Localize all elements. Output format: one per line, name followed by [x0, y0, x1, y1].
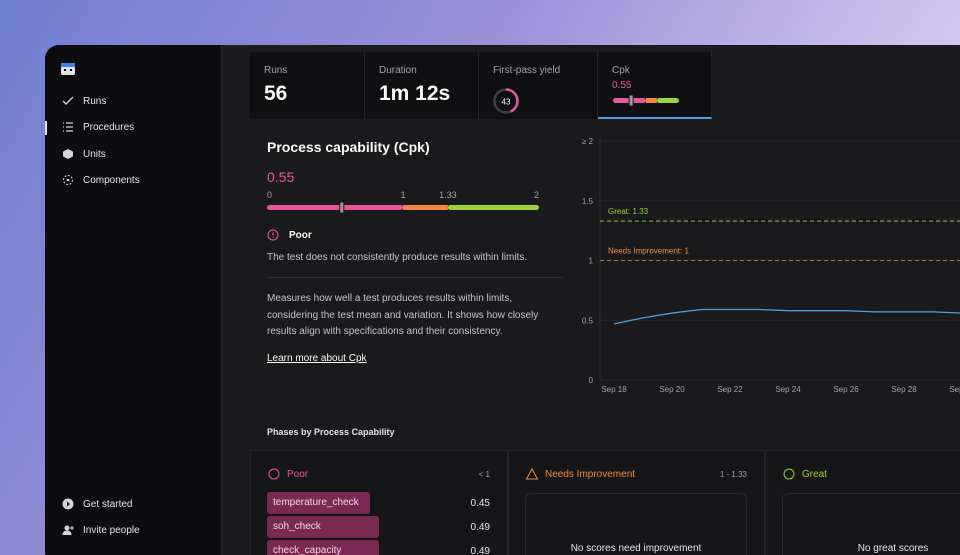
- gauge-marker: [339, 201, 345, 214]
- x-tick-label: Sep 24: [775, 385, 801, 394]
- y-tick-label: 0: [589, 376, 594, 385]
- x-tick-label: Sep 30: [949, 385, 960, 394]
- icon: [62, 498, 74, 510]
- metric-label: Duration: [379, 65, 417, 76]
- metric-label: Runs: [264, 65, 288, 76]
- y-tick-label: 1.5: [582, 197, 594, 206]
- status-icon: [267, 229, 279, 241]
- cpk-value: 0.55: [267, 169, 295, 185]
- icon: [63, 175, 73, 185]
- description: Measures how well a test produces result…: [267, 293, 539, 337]
- phase-icon: [526, 468, 538, 480]
- nav-item[interactable]: Units: [62, 148, 106, 160]
- metric-card[interactable]: Cpk 0.55: [598, 52, 712, 119]
- phase-card: Great No great scores: [765, 450, 960, 555]
- empty-state: No scores need improvement: [525, 493, 747, 555]
- active-indicator: [45, 121, 47, 135]
- nav-label: Units: [83, 148, 106, 160]
- gauge-segment: [403, 205, 448, 210]
- section-title: Phases by Process Capability: [267, 427, 395, 437]
- nav-item[interactable]: Invite people: [62, 524, 140, 536]
- x-tick-label: Sep 28: [891, 385, 917, 394]
- icon: [63, 122, 73, 132]
- nav-item[interactable]: Procedures: [62, 121, 134, 133]
- metric-value: 56: [264, 82, 288, 105]
- phase-range: < 1: [478, 470, 490, 479]
- metric-label: First-pass yield: [493, 65, 561, 76]
- gauge-marker: [628, 94, 634, 106]
- icon-shape: [526, 468, 538, 480]
- line-series: [613, 308, 960, 325]
- yield-ring: 43: [493, 88, 519, 114]
- gauge-segment: [447, 205, 539, 210]
- phase-name: Needs Improvement: [545, 469, 636, 480]
- gauge-segment: [646, 98, 657, 103]
- icon-shape: [268, 468, 280, 480]
- empty-state: No great scores: [782, 493, 960, 555]
- x-tick-label: Sep 20: [659, 385, 685, 394]
- y-tick-label: ≥ 2: [582, 137, 594, 146]
- icon: [62, 525, 74, 535]
- y-tick-label: 0.5: [582, 316, 594, 325]
- sidebar: Runs Procedures Units Components Get sta…: [45, 45, 222, 555]
- metric-card[interactable]: Runs 56: [250, 52, 365, 119]
- phase-score: 0.49: [470, 522, 490, 533]
- nav-item[interactable]: Get started: [62, 498, 132, 510]
- nav-label: Invite people: [83, 524, 140, 536]
- metric-value: 1m 12s: [379, 82, 451, 105]
- gauge-segment: [267, 205, 403, 210]
- phase-pill: check_capacity: [267, 540, 379, 555]
- gauge-segment: [656, 98, 679, 103]
- nav-item[interactable]: Runs: [62, 95, 106, 107]
- phase-card: Needs Improvement 1 - 1.33 No scores need …: [508, 450, 765, 555]
- icon-shape: [783, 468, 795, 480]
- nav-item[interactable]: Components: [62, 174, 140, 186]
- metric-card[interactable]: Duration 1m 12s: [365, 52, 479, 119]
- phase-name: Great: [802, 469, 828, 480]
- status-label: Poor: [289, 230, 312, 241]
- metric-label: Cpk: [612, 65, 630, 76]
- gauge-tick-label: 1.33: [439, 190, 457, 200]
- reference-label: Needs Improvement: 1: [608, 247, 689, 256]
- mini-gauge: [613, 94, 679, 106]
- app-window: Runs Procedures Units Components Get sta…: [45, 45, 960, 555]
- reference-label: Great: 1.33: [608, 207, 649, 216]
- cpk-gauge: 0 1 1.33 2: [267, 190, 539, 214]
- gauge-tick-label: 0: [267, 190, 272, 200]
- y-tick-label: 1: [589, 257, 594, 266]
- phase-pill: temperature_check: [267, 492, 370, 514]
- nav-label: Components: [83, 174, 140, 186]
- phase-pill: soh_check: [267, 516, 379, 538]
- cpk-chart: 0 0.5 1 1.5 ≥ 2 Great: 1.33 Needs Improvement:…: [582, 137, 960, 394]
- logo: [61, 63, 75, 75]
- phase-icon: [783, 468, 795, 480]
- panel-title: Process capability (Cpk): [267, 139, 430, 155]
- x-tick-label: Sep 26: [833, 385, 859, 394]
- icon: [63, 149, 73, 159]
- icon: [62, 96, 74, 105]
- gauge-tick-label: 1: [400, 190, 405, 200]
- divider: [267, 277, 563, 278]
- phase-range: 1 - 1.33: [719, 470, 747, 479]
- phase-score: 0.45: [470, 498, 490, 509]
- phase-icon: [268, 468, 280, 480]
- nav-label: Runs: [83, 95, 107, 107]
- summary: The test does not consistently produce r…: [267, 252, 528, 263]
- phase-score: 0.49: [470, 546, 490, 555]
- metric-value: 0.55: [612, 80, 632, 91]
- capability-panel: Process capability (Cpk) 0.55 0 1 1.33 2 Po…: [250, 119, 960, 419]
- nav-label: Procedures: [83, 121, 135, 133]
- gauge-tick-label: 2: [534, 190, 539, 200]
- phase-card: Poor < 1 temperature_check 0.45 soh_check 0.4…: [250, 450, 508, 555]
- yield-value: 43: [502, 98, 511, 107]
- x-tick-label: Sep 18: [601, 385, 627, 394]
- ring-arc: [493, 88, 519, 114]
- x-tick-label: Sep 22: [717, 385, 743, 394]
- nav-label: Get started: [83, 498, 133, 510]
- metric-card[interactable]: First-pass yield 43: [479, 52, 598, 119]
- learn-more-link[interactable]: Learn more about Cpk: [267, 353, 367, 364]
- phase-name: Poor: [287, 469, 309, 480]
